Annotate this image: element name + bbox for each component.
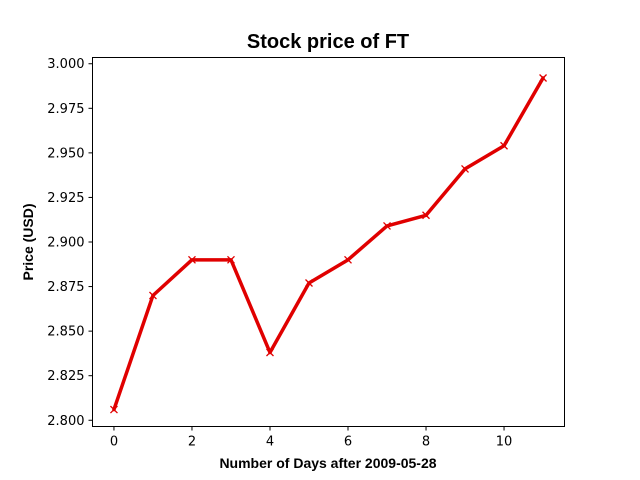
chart-title: Stock price of FT <box>247 31 409 53</box>
x-tick-label: 2 <box>188 435 196 450</box>
data-point-marker <box>500 141 508 150</box>
y-tick-label: 2.900 <box>47 236 84 251</box>
data-point-marker <box>109 405 118 414</box>
data-point-marker <box>422 211 430 220</box>
x-tick-label: 6 <box>344 435 352 450</box>
data-point-marker <box>305 279 313 287</box>
x-tick-label: 10 <box>496 435 513 450</box>
data-point-marker <box>383 221 391 230</box>
y-tick-label: 2.875 <box>47 280 84 295</box>
price-line <box>112 76 545 412</box>
y-tick-label: 3.000 <box>47 57 84 72</box>
y-tick-label: 2.850 <box>47 325 84 340</box>
data-point-marker <box>188 255 196 264</box>
y-tick-label: 2.950 <box>47 146 84 161</box>
data-point-marker <box>149 291 157 300</box>
data-point-marker <box>539 74 548 82</box>
data-point-marker <box>344 255 352 264</box>
y-tick-label: 2.975 <box>47 102 84 117</box>
data-point-marker <box>266 348 274 357</box>
x-tick-label: 4 <box>266 435 274 450</box>
x-tick-label: 8 <box>422 435 430 450</box>
plot-frame <box>92 57 565 427</box>
y-axis: 2.800 2.825 2.850 2.875 2.900 2.925 2.950 2.975… <box>47 57 93 429</box>
y-tick-label: 2.800 <box>47 414 84 429</box>
y-axis-label: Price (USD) <box>20 203 36 280</box>
x-tick-label: 0 <box>110 435 118 450</box>
data-point-marker <box>227 255 235 264</box>
x-axis-label: Number of Days after 2009-05-28 <box>219 455 436 471</box>
plot-area <box>109 74 548 414</box>
x-axis: 0 2 4 6 8 10 <box>110 426 513 450</box>
y-tick-label: 2.825 <box>47 369 84 384</box>
y-tick-label: 2.925 <box>47 191 84 206</box>
data-point-marker <box>461 164 469 173</box>
